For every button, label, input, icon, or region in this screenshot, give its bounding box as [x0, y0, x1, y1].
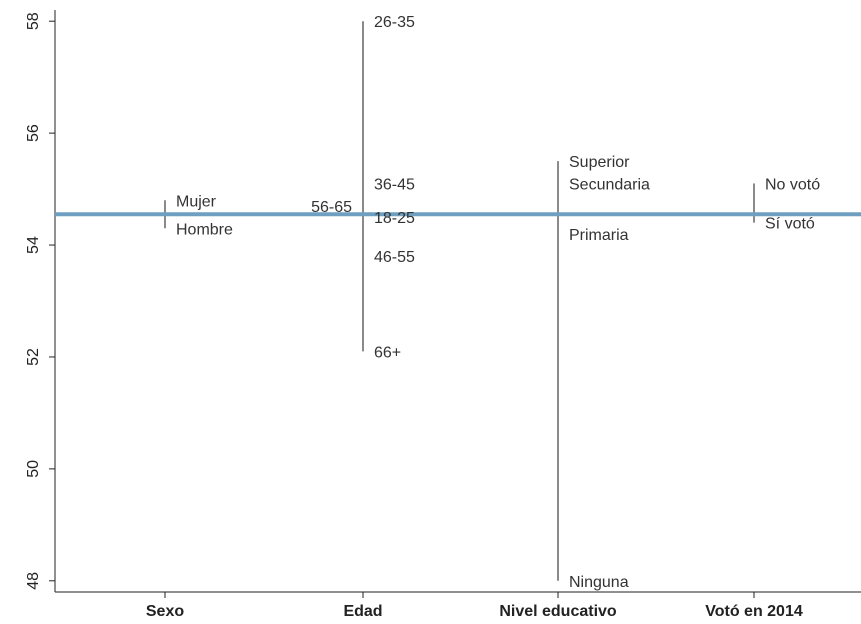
y-tick-label: 48 [25, 572, 42, 590]
x-category-label: Edad [343, 603, 382, 620]
point-label: 18-25 [374, 210, 415, 227]
y-tick-label: 58 [25, 12, 42, 30]
y-tick-label: 52 [25, 348, 42, 366]
point-label: Sí votó [765, 216, 815, 233]
point-label: 36-45 [374, 176, 415, 193]
x-axis: Sexo Edad Nivel educativo Votó en 2014 [55, 591, 861, 620]
point-label: Mujer [176, 193, 217, 210]
x-category-label: Votó en 2014 [705, 603, 803, 620]
point-label: Superior [569, 154, 630, 171]
y-axis: 48 50 52 54 56 58 [25, 10, 56, 592]
group-ranges [164, 21, 755, 581]
point-label: 56-65 [311, 199, 352, 216]
y-tick-label: 50 [25, 460, 42, 478]
y-tick-label: 56 [25, 124, 42, 142]
point-label: 66+ [374, 344, 401, 361]
point-labels: Mujer Hombre 26-35 36-45 56-65 18-25 46-55 66+ S… [176, 14, 820, 591]
point-label: No votó [765, 176, 820, 193]
point-label: Hombre [176, 221, 233, 238]
point-label: Ninguna [569, 574, 629, 591]
point-label: 46-55 [374, 249, 415, 266]
point-label: Secundaria [569, 176, 650, 193]
y-tick-label: 54 [25, 236, 42, 254]
x-category-label: Sexo [146, 603, 184, 620]
x-category-label: Nivel educativo [499, 603, 617, 620]
point-label: Primaria [569, 227, 629, 244]
point-label: 26-35 [374, 14, 415, 31]
